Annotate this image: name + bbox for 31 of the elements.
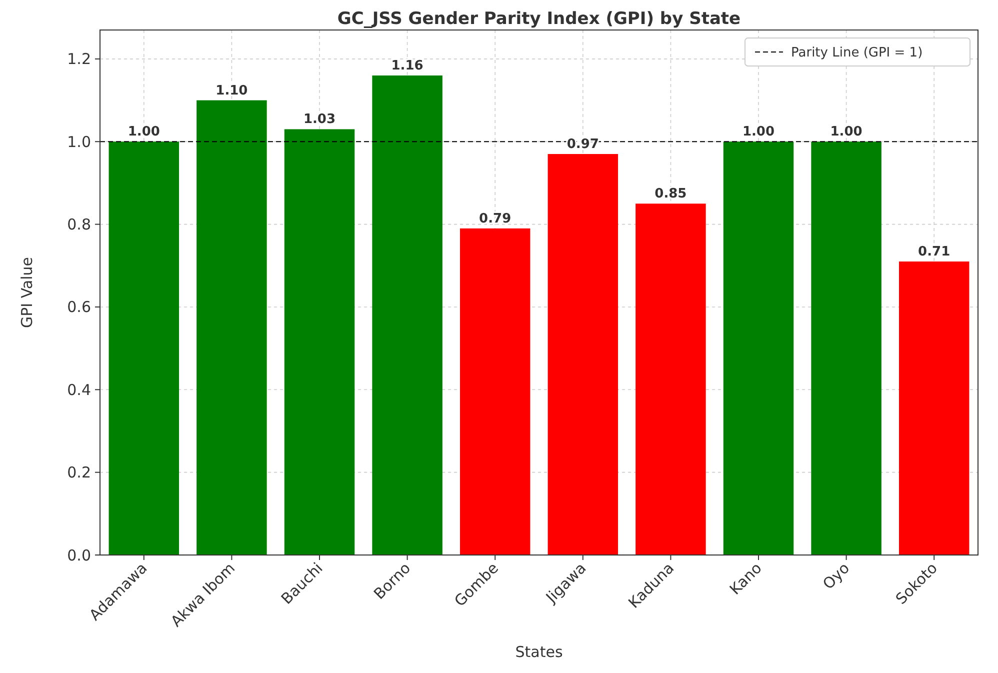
y-tick-label: 0.4 xyxy=(67,380,91,399)
y-tick-label: 1.2 xyxy=(67,50,91,68)
x-axis-title: States xyxy=(515,643,563,661)
bar xyxy=(196,100,267,555)
bar xyxy=(108,142,180,555)
bar xyxy=(636,204,706,555)
bar xyxy=(372,75,442,555)
data-label: 1.00 xyxy=(830,124,862,140)
chart-title: GC_JSS Gender Parity Index (GPI) by State xyxy=(337,9,741,29)
x-tick-label: Oyo xyxy=(819,559,854,593)
bar xyxy=(723,142,794,555)
data-label: 1.03 xyxy=(303,112,336,128)
y-tick-label: 1.0 xyxy=(67,132,91,151)
data-label: 1.10 xyxy=(216,83,248,98)
data-label: 0.85 xyxy=(654,186,687,202)
bar xyxy=(548,154,618,555)
y-tick-label: 0.8 xyxy=(67,216,91,234)
y-axis-title: GPI Value xyxy=(18,256,36,328)
y-tick-label: 0.6 xyxy=(67,298,91,316)
data-label: 1.00 xyxy=(128,124,160,140)
bar xyxy=(460,228,530,555)
data-label: 0.71 xyxy=(918,244,950,260)
data-label: 0.79 xyxy=(479,211,512,226)
data-label: 1.16 xyxy=(391,58,424,74)
y-tick-label: 0.0 xyxy=(67,546,91,564)
bar xyxy=(811,142,882,555)
bar xyxy=(284,129,355,555)
legend-label: Parity Line (GPI = 1) xyxy=(791,46,923,61)
data-label: 1.00 xyxy=(742,124,775,140)
bar xyxy=(898,261,970,555)
y-tick-label: 0.2 xyxy=(67,464,91,482)
